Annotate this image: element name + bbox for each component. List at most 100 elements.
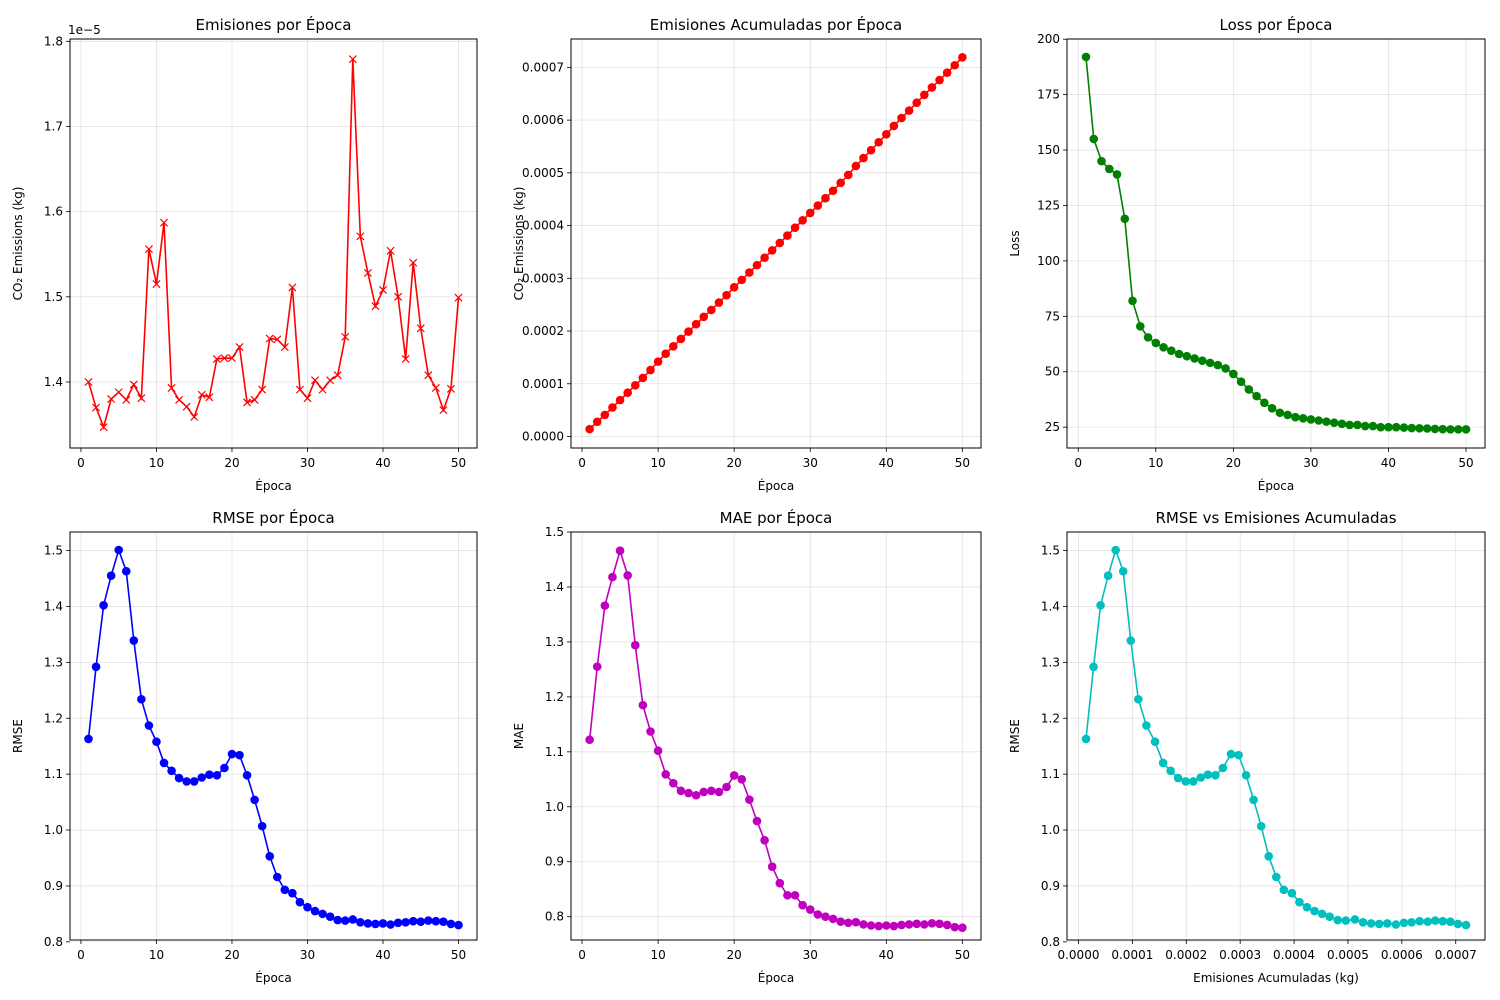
data-point	[394, 292, 403, 301]
y-tick-label: 200	[1037, 32, 1060, 46]
data-point	[745, 795, 754, 804]
data-point	[1249, 795, 1258, 805]
x-tick-label: 30	[1303, 456, 1318, 470]
data-point	[653, 357, 663, 366]
y-tick-label: 1.2	[44, 711, 63, 725]
data-point	[851, 161, 861, 171]
data-point	[790, 223, 800, 232]
y-tick-label: 150	[1037, 143, 1060, 157]
data-point	[1166, 766, 1175, 776]
y-axis-label: CO₂ Emissions (kg)	[11, 187, 25, 301]
data-point	[729, 282, 739, 292]
data-point	[737, 275, 747, 285]
data-point	[1158, 758, 1168, 768]
x-tick-label: 40	[879, 948, 894, 962]
data-point	[1438, 916, 1448, 926]
y-tick-label: 0.0003	[522, 271, 564, 285]
data-point	[205, 393, 214, 402]
data-point	[646, 365, 655, 375]
data-point	[1089, 662, 1098, 672]
data-point	[1256, 821, 1266, 831]
data-point	[790, 890, 800, 900]
data-point	[1322, 417, 1331, 426]
x-axis-label: Época	[758, 970, 795, 985]
data-point	[691, 319, 701, 329]
data-point	[805, 208, 815, 218]
data-point	[1135, 321, 1145, 331]
x-tick-label: 0.0007	[1435, 948, 1477, 962]
data-point	[630, 381, 640, 390]
data-point	[1267, 404, 1277, 413]
data-point	[1314, 416, 1323, 425]
x-tick-label: 0.0006	[1381, 948, 1423, 962]
data-point	[859, 920, 868, 929]
y-tick-label: 100	[1037, 254, 1060, 268]
data-point	[258, 385, 267, 394]
y-tick-label: 0.0006	[522, 113, 564, 127]
y-tick-label: 1.6	[44, 205, 63, 219]
data-point	[1302, 902, 1312, 912]
data-point	[767, 862, 777, 871]
data-point	[1345, 420, 1354, 430]
axes-frame	[570, 531, 982, 941]
data-point	[1196, 773, 1206, 782]
data-point	[608, 572, 617, 582]
data-point	[106, 571, 116, 581]
data-point	[1260, 398, 1269, 408]
data-point	[585, 735, 594, 745]
data-point	[1244, 385, 1254, 394]
data-point	[348, 915, 358, 924]
data-point	[182, 777, 191, 786]
data-point	[227, 749, 237, 759]
x-tick-label: 0	[578, 456, 586, 470]
data-point	[257, 821, 267, 831]
y-tick-label: 1.0	[44, 823, 63, 837]
data-point	[378, 919, 388, 928]
data-point	[393, 918, 403, 928]
data-point	[167, 766, 176, 776]
data-point	[122, 395, 131, 404]
data-point	[1446, 425, 1455, 434]
data-point	[212, 770, 222, 780]
x-tick-label: 0.0001	[1111, 948, 1153, 962]
data-point	[243, 398, 252, 407]
data-point	[144, 245, 153, 254]
data-point	[729, 771, 739, 780]
data-point	[363, 268, 372, 277]
data-point	[401, 917, 410, 927]
x-tick-label: 30	[803, 948, 818, 962]
data-point	[950, 922, 960, 932]
x-tick-label: 10	[149, 456, 164, 470]
data-point	[1360, 421, 1370, 431]
data-point	[1182, 351, 1192, 361]
data-point	[866, 145, 876, 155]
data-point	[1453, 425, 1463, 434]
data-point	[318, 909, 327, 919]
x-tick-label: 20	[224, 456, 239, 470]
data-point	[767, 246, 777, 255]
y-tick-label: 0.8	[1041, 935, 1060, 949]
data-point	[669, 778, 678, 788]
data-point	[585, 424, 594, 434]
data-point	[653, 746, 663, 756]
data-point	[699, 787, 709, 797]
data-point	[623, 388, 632, 398]
data-point	[1422, 424, 1432, 433]
data-point	[121, 566, 131, 576]
data-point	[904, 920, 914, 929]
data-point	[1211, 770, 1220, 780]
data-point	[144, 721, 154, 730]
data-point	[615, 395, 625, 405]
data-point	[1333, 915, 1343, 925]
data-point	[409, 258, 418, 267]
data-point	[1218, 763, 1228, 773]
data-point	[714, 787, 724, 797]
data-point	[935, 919, 944, 929]
data-point	[348, 55, 357, 64]
data-point	[1213, 360, 1223, 370]
x-tick-label: 0	[77, 456, 85, 470]
data-point	[927, 918, 937, 928]
data-point	[920, 920, 929, 929]
x-axis-label: Emisiones Acumuladas (kg)	[1193, 971, 1359, 985]
